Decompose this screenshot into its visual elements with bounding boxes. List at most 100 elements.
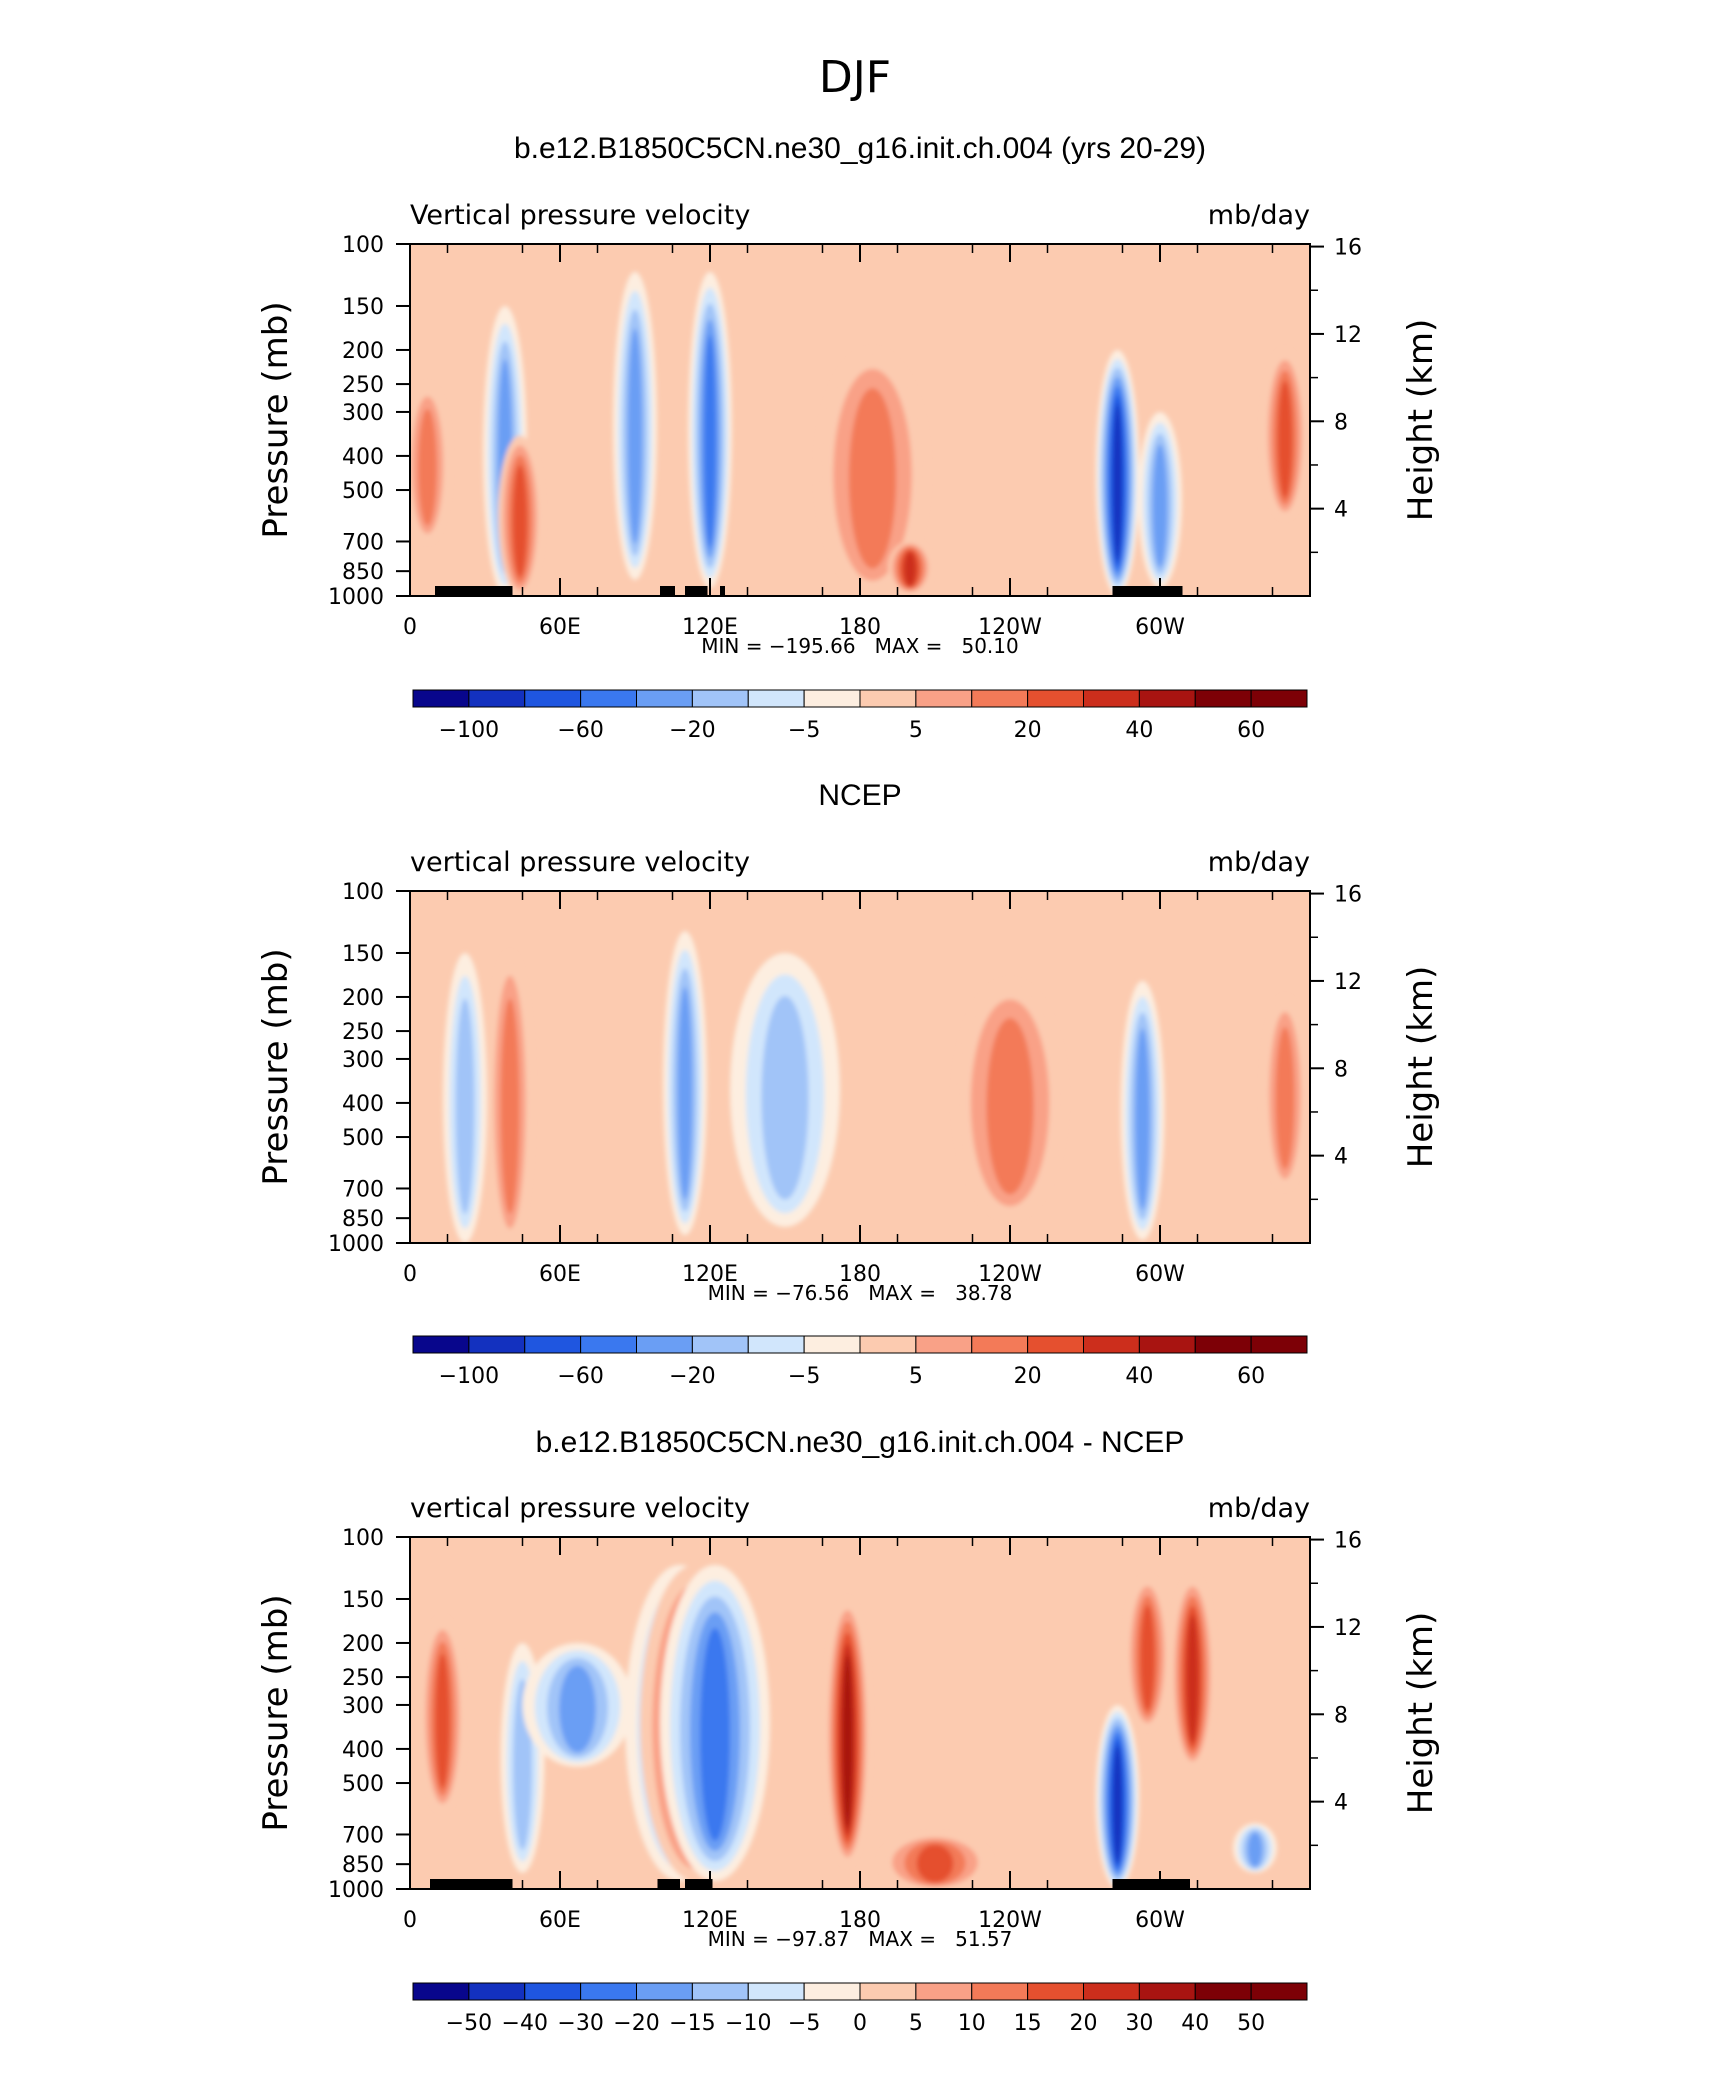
panels: b.e12.B1850C5CN.ne30_g16.init.ch.004 (yr… [256, 132, 1441, 2036]
contour-band [512, 464, 528, 578]
x-tick-label: 180 [839, 1908, 881, 1933]
topography-mask [657, 1879, 680, 1889]
colorbar-label: −30 [557, 2011, 603, 2036]
y-axis-title: Pressure (mb) [256, 948, 296, 1185]
colorbar: −50 −40 −30 −20 −15 −10 −5 0 5 10 15 20 30 40 50 [412, 1982, 1308, 2036]
topography-mask [430, 1879, 513, 1889]
colorbar-box [803, 1982, 861, 2001]
colorbar-box [412, 689, 470, 708]
y-tick-label: 250 [342, 373, 384, 398]
y2-tick-label: 16 [1334, 883, 1362, 908]
y2-axis-title: Height (km) [1401, 966, 1441, 1169]
y2-axis-title: Height (km) [1401, 1612, 1441, 1815]
colorbar-box [691, 1982, 749, 2001]
colorbar-box [859, 1982, 917, 2001]
field-features [410, 271, 1307, 596]
colorbar: −100 −60 −20 −5 5 20 40 60 [412, 689, 1308, 743]
y-tick-label: 500 [342, 1772, 384, 1797]
y-axis-title: Pressure (mb) [256, 1594, 296, 1831]
y-axis-title: Pressure (mb) [256, 301, 296, 538]
y-tick-label: 400 [342, 1738, 384, 1763]
topography-mask [720, 586, 725, 596]
y-tick-label: 300 [342, 401, 384, 426]
colorbar-label: 15 [1014, 2011, 1042, 2036]
x-tick-label: 120W [978, 1908, 1042, 1933]
topography-mask [685, 1879, 713, 1889]
colorbar-box [915, 689, 973, 708]
contour-band [677, 986, 693, 1200]
colorbar-label: −50 [446, 2011, 492, 2036]
colorbar-box [1138, 689, 1196, 708]
contour-band [1152, 444, 1168, 568]
colorbar-box [1138, 1982, 1196, 2001]
panel-title: b.e12.B1850C5CN.ne30_g16.init.ch.004 - N… [536, 1426, 1185, 1459]
colorbar-box [580, 689, 637, 708]
colorbar-box [859, 1335, 917, 1354]
colorbar-box [468, 1982, 526, 2001]
colorbar-box [803, 689, 861, 708]
colorbar-box [1083, 1335, 1140, 1354]
contour-band [1277, 380, 1293, 499]
y2-tick-label: 12 [1334, 323, 1362, 348]
colorbar-box [1194, 1335, 1252, 1354]
y2-tick-label: 4 [1334, 1145, 1348, 1170]
topography-mask [1112, 586, 1183, 596]
contour-field [410, 1537, 1310, 1889]
y-tick-label: 700 [342, 1177, 384, 1202]
contour-band [435, 1653, 450, 1789]
colorbar-label: 60 [1237, 718, 1265, 743]
colorbar-box [580, 1335, 637, 1354]
contour-band [904, 551, 916, 587]
contour-band [418, 408, 437, 526]
y-tick-label: 1000 [328, 1878, 384, 1903]
y2-tick-label: 12 [1334, 1616, 1362, 1641]
colorbar-box [747, 689, 805, 708]
y-tick-label: 100 [342, 880, 384, 905]
contour-band [986, 1018, 1034, 1195]
x-tick-label: 60E [539, 1908, 581, 1933]
y-tick-label: 150 [342, 942, 384, 967]
colorbar-label: −5 [788, 718, 820, 743]
contour-band [848, 388, 897, 569]
field-features [420, 1564, 1277, 1889]
y2-tick-label: 8 [1334, 410, 1348, 435]
y-tick-label: 850 [342, 1853, 384, 1878]
topography-mask [435, 586, 513, 596]
colorbar-label: 20 [1070, 2011, 1098, 2036]
colorbar-label: 5 [909, 2011, 923, 2036]
y-tick-label: 300 [342, 1694, 384, 1719]
colorbar-label: 20 [1014, 718, 1042, 743]
colorbar-box [1083, 1982, 1140, 2001]
x-tick-label: 120E [682, 615, 738, 640]
contour-field [410, 244, 1310, 596]
contour-band [1186, 1615, 1199, 1743]
x-tick-label: 60E [539, 615, 581, 640]
x-tick-label: 120E [682, 1262, 738, 1287]
y-tick-label: 400 [342, 1092, 384, 1117]
figure-title: DJF [819, 52, 891, 103]
x-tick-label: 120W [978, 615, 1042, 640]
y-tick-label: 200 [342, 339, 384, 364]
y-tick-label: 850 [342, 560, 384, 585]
colorbar-box [691, 1335, 749, 1354]
units-label: mb/day [1208, 847, 1310, 878]
y-tick-label: 250 [342, 1020, 384, 1045]
colorbar-box [1083, 689, 1140, 708]
colorbar-box [524, 1982, 582, 2001]
contour-band [1140, 1604, 1155, 1711]
y-tick-label: 100 [342, 233, 384, 258]
colorbar-label: 40 [1181, 2011, 1209, 2036]
y-tick-label: 300 [342, 1048, 384, 1073]
colorbar-label: 60 [1237, 1364, 1265, 1389]
contour-band [842, 1655, 853, 1829]
colorbar-label: 40 [1125, 718, 1153, 743]
x-tick-label: 120E [682, 1908, 738, 1933]
colorbar: −100 −60 −20 −5 5 20 40 60 [412, 1335, 1308, 1389]
colorbar-box [524, 1335, 582, 1354]
colorbar-label: −60 [557, 718, 603, 743]
colorbar-label: −20 [669, 1364, 715, 1389]
contour-band [1247, 1832, 1263, 1868]
colorbar-box [915, 1982, 973, 2001]
contour-band [1135, 1028, 1150, 1210]
colorbar-label: −40 [502, 2011, 548, 2036]
